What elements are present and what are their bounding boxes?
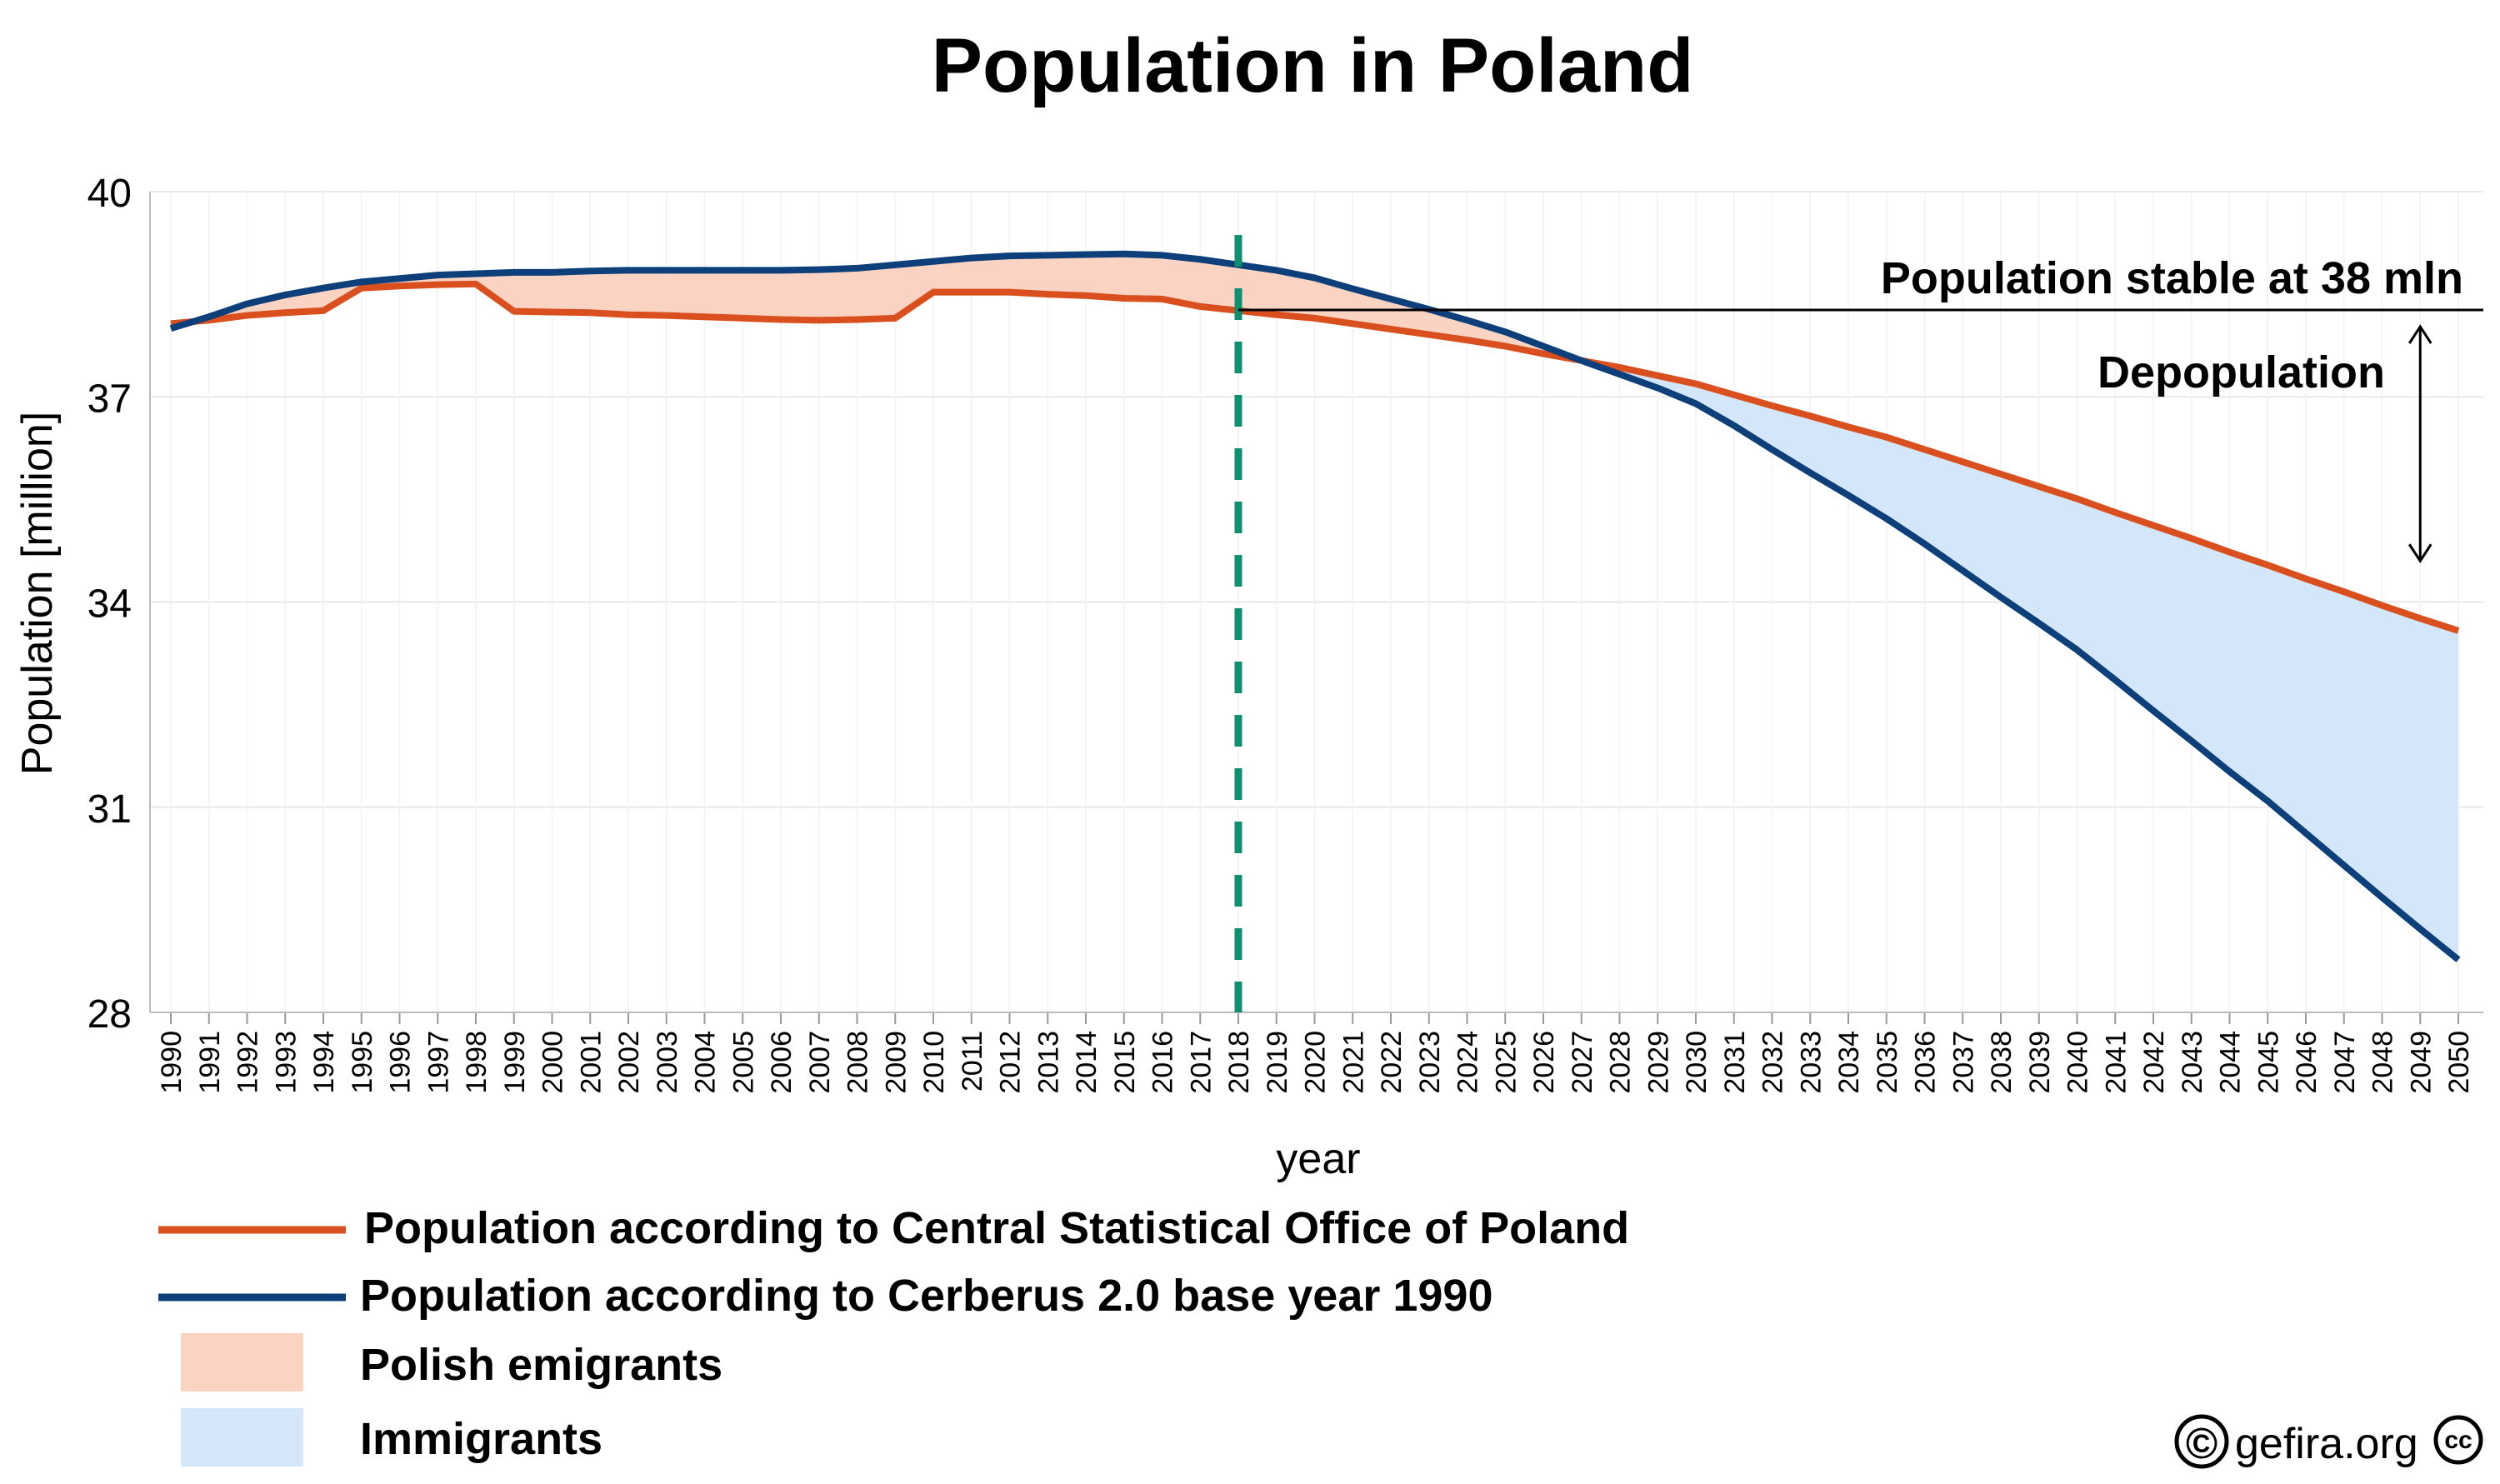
x-tick-label-2002: 2002 xyxy=(613,1031,645,1094)
x-tick-label-2017: 2017 xyxy=(1185,1031,1217,1094)
x-tick-label-1993: 1993 xyxy=(270,1031,302,1094)
arrow-head-bottom xyxy=(2408,543,2432,564)
x-tick-label-2004: 2004 xyxy=(690,1031,722,1094)
copyright-symbol: © xyxy=(2186,1420,2218,1468)
x-tick-labels: 1990 1991 1992 1993 1994 1995 1996 1997 1998 1999… xyxy=(156,1031,2475,1094)
x-tick-label-2050: 2050 xyxy=(2443,1031,2475,1094)
x-tick-label-2030: 2030 xyxy=(1681,1031,1712,1094)
area-polish-emigrants xyxy=(171,253,1620,375)
x-tick-label-1991: 1991 xyxy=(194,1031,226,1094)
x-tick-label-2044: 2044 xyxy=(2215,1031,2247,1094)
y-axis-label: Population [million] xyxy=(13,412,62,775)
x-tick-label-2033: 2033 xyxy=(1795,1031,1827,1094)
creative-commons-symbol: cc xyxy=(2444,1427,2472,1454)
credit: © gefira.org cc xyxy=(2174,1414,2483,1469)
y-tick-label-37: 37 xyxy=(88,377,132,421)
x-tick-label-2041: 2041 xyxy=(2100,1031,2132,1094)
x-tick-label-2046: 2046 xyxy=(2291,1031,2322,1094)
series-lines xyxy=(169,250,2461,962)
series-line-1 xyxy=(169,250,2461,962)
x-tick-label-2038: 2038 xyxy=(1986,1031,2018,1094)
stable-level-label: Population stable at 38 mln xyxy=(1881,253,2463,303)
arrow-head-top xyxy=(2408,324,2432,344)
x-tick-label-2029: 2029 xyxy=(1642,1031,1674,1094)
x-tick-label-1995: 1995 xyxy=(347,1031,378,1094)
annotations: Population stable at 38 mln Depopulation xyxy=(1234,235,2483,1012)
x-tick-label-2021: 2021 xyxy=(1338,1031,1369,1094)
x-tick-label-1999: 1999 xyxy=(499,1031,531,1094)
legend-swatch-polish-emigrants xyxy=(181,1333,303,1392)
legend-label-cerberus: Population according to Cerberus 2.0 bas… xyxy=(360,1271,1493,1321)
y-tick-label-31: 31 xyxy=(88,787,132,832)
x-tick-label-2006: 2006 xyxy=(766,1031,798,1094)
x-tick-label-2028: 2028 xyxy=(1605,1031,1637,1094)
x-tick-label-1992: 1992 xyxy=(232,1031,264,1094)
credit-site: gefira.org xyxy=(2235,1420,2418,1468)
x-tick-label-2018: 2018 xyxy=(1223,1031,1255,1094)
grid-lines xyxy=(150,191,2483,1012)
x-tick-label-2005: 2005 xyxy=(728,1031,759,1094)
legend-swatch-immigrants xyxy=(181,1408,303,1467)
legend-label-central-statistical-office: Population according to Central Statisti… xyxy=(364,1203,1629,1253)
x-tick-label-2049: 2049 xyxy=(2405,1031,2437,1094)
x-tick-label-1997: 1997 xyxy=(422,1031,454,1094)
x-tick-label-2022: 2022 xyxy=(1376,1031,1408,1094)
x-tick-label-2037: 2037 xyxy=(1948,1031,1979,1094)
x-tick-label-2003: 2003 xyxy=(652,1031,683,1094)
copyright-icon xyxy=(2174,1414,2229,1469)
x-tick-label-2001: 2001 xyxy=(575,1031,607,1094)
legend: Population according to Central Statisti… xyxy=(158,1203,1629,1467)
y-tick-label-34: 34 xyxy=(88,582,132,627)
x-tick-label-2035: 2035 xyxy=(1872,1031,1903,1094)
x-tick-label-2045: 2045 xyxy=(2252,1031,2284,1094)
x-tick-label-2010: 2010 xyxy=(918,1031,950,1094)
depopulation-label: Depopulation xyxy=(2098,347,2385,397)
series-line-0 xyxy=(170,280,2460,634)
x-tick-label-2043: 2043 xyxy=(2177,1031,2208,1094)
x-tick-label-2012: 2012 xyxy=(995,1031,1027,1094)
x-tick-label-2047: 2047 xyxy=(2329,1031,2361,1094)
x-tick-label-1996: 1996 xyxy=(385,1031,417,1094)
x-tick-label-2036: 2036 xyxy=(1910,1031,1942,1094)
chart-title: Population in Poland xyxy=(932,23,1694,108)
x-tick-label-2007: 2007 xyxy=(804,1031,836,1094)
x-tick-label-2015: 2015 xyxy=(1109,1031,1141,1094)
x-tick-label-2020: 2020 xyxy=(1300,1031,1332,1094)
y-tick-labels: 28 31 34 37 40 xyxy=(88,172,132,1037)
x-tick-label-2048: 2048 xyxy=(2368,1031,2399,1094)
x-tick-label-2042: 2042 xyxy=(2138,1031,2170,1094)
x-tick-label-2023: 2023 xyxy=(1414,1031,1446,1094)
x-tick-label-2000: 2000 xyxy=(538,1031,569,1094)
x-tick-label-1994: 1994 xyxy=(308,1031,340,1094)
x-tick-label-2039: 2039 xyxy=(2024,1031,2056,1094)
x-tick-label-2014: 2014 xyxy=(1071,1031,1102,1094)
y-tick-label-40: 40 xyxy=(88,172,132,216)
x-axis-label: year xyxy=(1276,1135,1360,1183)
x-tick-label-2031: 2031 xyxy=(1719,1031,1751,1094)
x-tick-label-2040: 2040 xyxy=(2062,1031,2094,1094)
x-tick-label-2019: 2019 xyxy=(1262,1031,1293,1094)
x-tick-label-2024: 2024 xyxy=(1452,1031,1484,1094)
axes xyxy=(149,192,2483,1024)
x-tick-label-2027: 2027 xyxy=(1567,1031,1598,1094)
x-tick-label-2025: 2025 xyxy=(1490,1031,1522,1094)
x-tick-label-2026: 2026 xyxy=(1528,1031,1560,1094)
x-tick-label-2032: 2032 xyxy=(1758,1031,1789,1094)
x-tick-label-2009: 2009 xyxy=(880,1031,912,1094)
x-tick-label-2016: 2016 xyxy=(1148,1031,1179,1094)
creative-commons-icon xyxy=(2433,1415,2483,1465)
legend-label-polish-emigrants: Polish emigrants xyxy=(360,1340,722,1390)
x-tick-label-2034: 2034 xyxy=(1833,1031,1865,1094)
x-tick-label-2013: 2013 xyxy=(1032,1031,1064,1094)
y-tick-label-28: 28 xyxy=(88,992,132,1037)
x-tick-label-2008: 2008 xyxy=(842,1031,874,1094)
x-tick-label-2011: 2011 xyxy=(957,1031,988,1092)
x-tick-label-1990: 1990 xyxy=(156,1031,188,1094)
legend-label-immigrants: Immigrants xyxy=(360,1414,602,1464)
x-tick-label-1998: 1998 xyxy=(461,1031,492,1094)
